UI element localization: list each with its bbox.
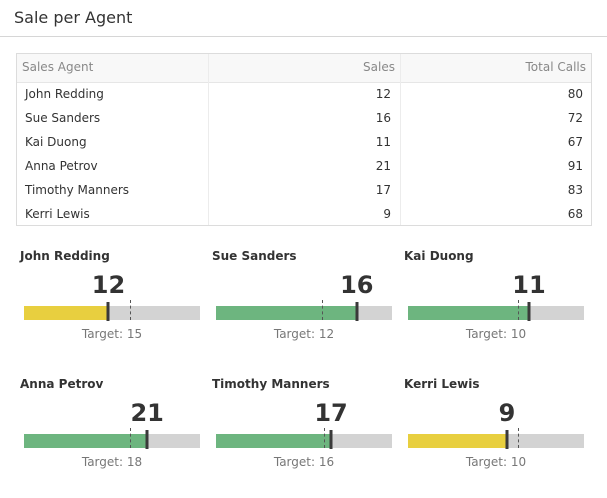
gauge-track [24,300,200,321]
gauge-value-marker [355,302,359,321]
gauge-track [408,300,584,321]
gauge-agent-name: Anna Petrov [20,377,104,391]
gauge-card: Timothy Manners 17 Target: 16 [212,377,392,487]
gauge-target: Target: 10 [465,455,527,469]
gauge-agent-name: Timothy Manners [212,377,330,391]
title-divider [0,36,607,37]
cell-total-calls: 83 [567,183,583,197]
gauge-card: Anna Petrov 21 Target: 18 [20,377,200,487]
gauge-value: 9 [498,399,516,427]
table-header [17,54,591,83]
cell-sales: 21 [375,159,391,173]
cell-agent: John Redding [25,87,104,101]
gauge-value: 17 [314,399,348,427]
sales-table: Sales Agent Sales Total Calls John Reddi… [16,53,592,226]
cell-total-calls: 68 [567,207,583,221]
gauge-value-marker [329,430,333,449]
gauge-value: 16 [340,271,374,299]
gauge-target-line [129,428,131,448]
cell-agent: Anna Petrov [25,159,98,173]
gauge-value-marker [505,430,509,449]
gauge-value-marker [527,302,531,321]
gauge-value: 12 [91,271,126,299]
cell-agent: Timothy Manners [25,183,130,197]
gauge-target: Target: 10 [465,327,527,341]
cell-sales: 12 [375,87,391,101]
gauge-value: 21 [130,399,164,427]
column-divider [400,54,401,225]
gauge-target: Target: 15 [81,327,143,341]
gauge-target-line [129,300,131,320]
gauge-card: Kerri Lewis 9 Target: 10 [404,377,584,487]
header-sales-agent: Sales Agent [22,60,94,74]
cell-sales: 9 [383,207,391,221]
gauge-target: Target: 18 [81,455,143,469]
gauge-target-line [518,428,519,448]
page-title: Sale per Agent [14,8,133,27]
gauge-value-marker [106,302,110,321]
gauge-target: Target: 16 [273,455,335,469]
gauge-fill [408,306,529,320]
cell-total-calls: 67 [567,135,583,149]
gauge-agent-name: Kai Duong [404,249,474,263]
gauge-fill [24,306,109,320]
gauge-track [408,428,584,449]
gauge-fill [408,434,507,448]
gauge-agent-name: John Redding [20,249,110,263]
gauge-target-line [321,300,323,320]
header-total-calls: Total Calls [525,60,587,74]
header-sales: Sales [363,60,395,74]
cell-agent: Kai Duong [25,135,87,149]
gauge-track [24,428,200,449]
gauge-card: Kai Duong 11 Target: 10 [404,249,584,359]
column-divider [208,54,209,225]
gauge-track [216,300,392,321]
cell-total-calls: 72 [567,111,583,125]
gauge-fill [24,434,148,448]
cell-agent: Kerri Lewis [25,207,90,221]
gauge-value-marker [145,430,149,449]
gauge-target-line [518,300,519,320]
gauge-agent-name: Kerri Lewis [404,377,480,391]
gauge-fill [216,434,332,448]
cell-sales: 17 [375,183,391,197]
cell-sales: 16 [375,111,391,125]
cell-sales: 11 [375,135,391,149]
gauge-card: John Redding 12 Target: 15 [20,249,200,359]
cell-total-calls: 80 [567,87,583,101]
gauge-card: Sue Sanders 16 Target: 12 [212,249,392,359]
gauge-value: 11 [512,271,546,299]
gauge-track [216,428,392,449]
gauge-agent-name: Sue Sanders [212,249,297,263]
gauge-fill [216,306,357,320]
gauge-target-line [324,428,326,448]
cell-total-calls: 91 [567,159,583,173]
gauge-target: Target: 12 [273,327,335,341]
cell-agent: Sue Sanders [25,111,101,125]
